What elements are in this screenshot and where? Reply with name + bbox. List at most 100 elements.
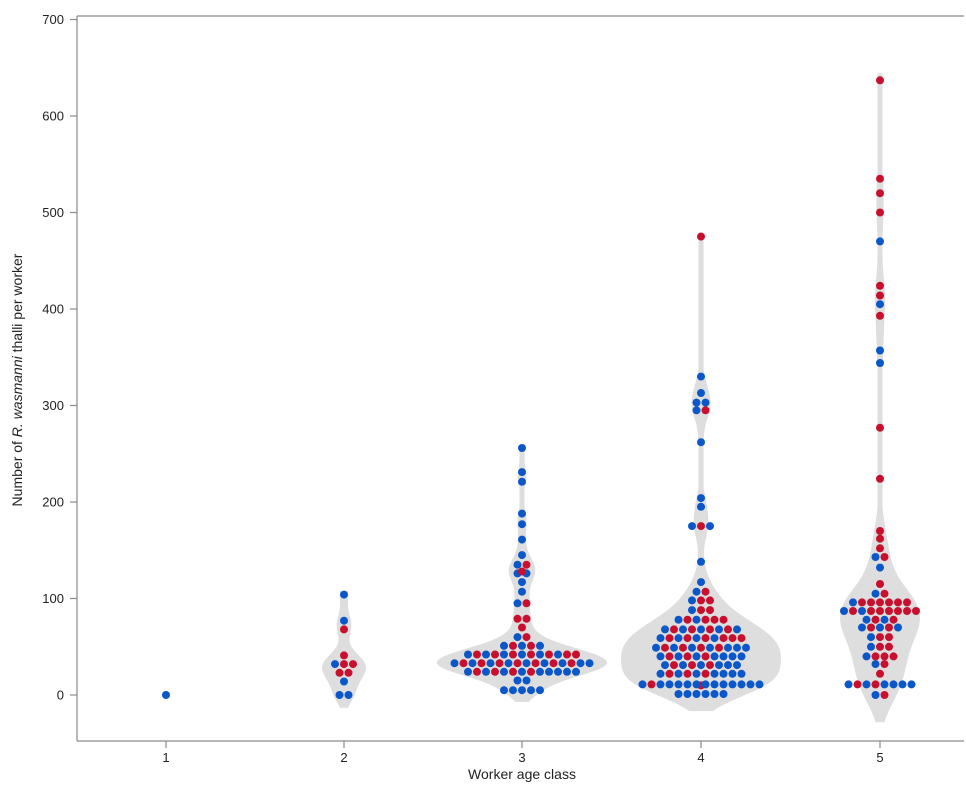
point-class-4-blue [719, 652, 728, 661]
point-class-4-blue [692, 587, 701, 596]
point-class-3-blue [558, 659, 567, 668]
point-class-4-red [697, 596, 705, 605]
point-class-4-blue [692, 398, 701, 407]
point-class-3-red [491, 650, 499, 659]
point-class-1-blue [162, 691, 170, 699]
point-class-3-red [567, 659, 576, 668]
point-class-3-blue [536, 650, 544, 659]
point-class-4-red [683, 669, 692, 678]
x-tick-label: 4 [697, 750, 704, 765]
point-class-4-red [647, 680, 656, 689]
y-tick-label: 200 [42, 495, 64, 510]
point-class-5-red [885, 623, 893, 632]
point-class-4-blue [656, 652, 665, 661]
point-class-3-red [531, 659, 540, 668]
point-class-5-red [867, 607, 875, 615]
point-class-3-red [509, 641, 517, 650]
point-class-2-red [340, 651, 348, 660]
point-class-5-red [867, 598, 875, 607]
y-axis-title: Number of R. wasmanni thalli per worker [9, 253, 25, 506]
point-class-2-blue [335, 691, 344, 699]
point-class-3-blue [540, 659, 549, 668]
point-class-4-red [715, 643, 723, 652]
x-tick-label: 1 [162, 750, 169, 765]
point-class-4-blue [697, 438, 705, 447]
point-class-4-red [701, 615, 710, 624]
point-class-3-blue [527, 686, 535, 695]
point-class-3-blue [482, 667, 490, 676]
point-class-3-red [518, 567, 526, 576]
point-class-4-red [701, 669, 710, 678]
point-class-4-blue [719, 680, 728, 689]
point-class-4-red [701, 634, 710, 643]
point-class-4-blue [701, 680, 710, 689]
point-class-4-red [701, 406, 710, 415]
point-class-4-blue [706, 522, 714, 531]
point-class-3-blue [518, 578, 526, 587]
y-tick-label: 400 [42, 302, 64, 317]
point-class-3-blue [522, 659, 531, 668]
point-class-5-red [853, 680, 862, 689]
point-class-3-red [509, 667, 517, 676]
y-ticks: 0 100 200 300 400 500 600 700 [42, 12, 77, 703]
point-class-2-red [340, 625, 348, 634]
point-class-4-blue [746, 680, 755, 689]
point-class-4-blue [733, 625, 741, 634]
point-class-5-red [880, 691, 889, 699]
point-class-3-blue [585, 659, 594, 668]
point-class-4-blue [737, 680, 746, 689]
point-class-4-blue [692, 634, 701, 643]
point-class-5-blue [867, 642, 875, 651]
point-class-3-blue [518, 477, 526, 486]
point-class-3-blue [482, 650, 490, 659]
point-class-5-blue [876, 563, 884, 572]
point-class-5-red [903, 598, 911, 607]
point-class-3-red [522, 633, 531, 642]
point-class-4-red [661, 643, 669, 652]
point-class-3-red [495, 659, 504, 668]
y-axis-title-species: R. wasmanni [9, 355, 25, 437]
point-class-4-blue [692, 615, 701, 624]
point-class-5-blue [862, 615, 871, 624]
point-class-5-red [876, 544, 884, 553]
violins [322, 73, 920, 723]
point-class-5-red [876, 291, 884, 300]
point-class-4-blue [706, 643, 714, 652]
point-class-5-red [858, 598, 866, 607]
point-class-4-red [670, 661, 678, 670]
point-class-4-red [697, 232, 705, 241]
point-class-4-blue [683, 680, 692, 689]
point-class-3-blue [518, 468, 526, 477]
point-class-5-red [894, 598, 902, 607]
point-class-5-blue [862, 652, 871, 661]
violin-class-4 [621, 232, 781, 712]
point-class-5-red [849, 607, 857, 615]
point-class-3-blue [513, 676, 522, 685]
point-class-3-blue [464, 667, 472, 676]
point-class-4-blue [692, 669, 701, 678]
point-class-5-red [880, 652, 889, 661]
x-tick-label: 5 [876, 750, 883, 765]
point-class-4-blue [692, 680, 701, 689]
point-class-3-red [459, 659, 468, 668]
point-class-4-blue [724, 643, 732, 652]
point-class-4-blue [688, 643, 696, 652]
point-class-4-blue [679, 625, 687, 634]
point-class-4-red [701, 587, 710, 596]
point-class-4-blue [670, 643, 678, 652]
point-class-4-red [697, 606, 705, 615]
point-class-4-blue [737, 669, 746, 678]
point-class-2-blue [340, 590, 348, 599]
point-class-5-red [876, 76, 884, 85]
point-class-3-blue [450, 659, 459, 668]
point-class-4-blue [652, 643, 660, 652]
point-class-3-red [477, 659, 486, 668]
point-class-5-red [876, 474, 884, 483]
point-class-5-blue [880, 680, 889, 689]
point-class-4-blue [661, 625, 669, 634]
point-class-5-red [876, 669, 884, 678]
point-class-4-blue [755, 680, 764, 689]
point-class-3-blue [536, 686, 544, 695]
point-class-3-blue [513, 560, 522, 569]
